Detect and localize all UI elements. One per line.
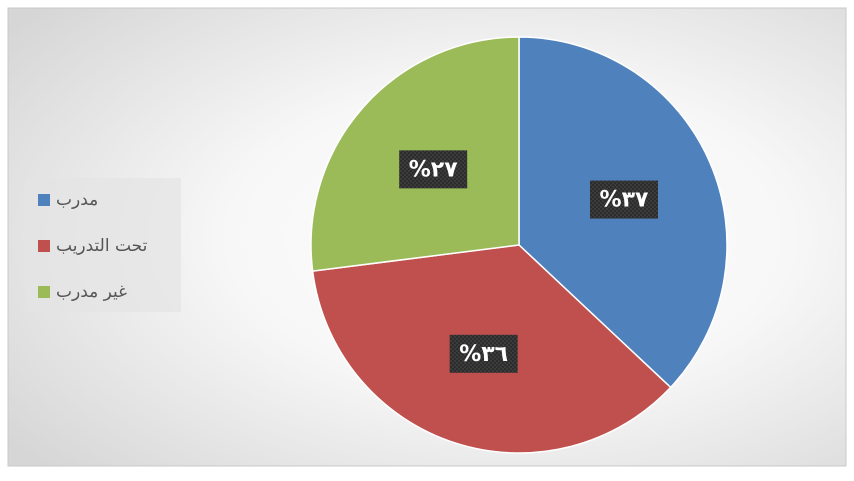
legend-box [25,178,181,312]
data-label-box [399,150,468,189]
legend-label: مدرب [56,190,98,210]
legend-swatch [38,194,50,206]
legend-label: تحت التدريب [56,236,148,256]
legend-label: غير مدرب [56,282,127,302]
legend-swatch [38,240,50,252]
legend-swatch [38,286,50,298]
data-label: %٢٧ [409,157,458,182]
data-label: %٣٦ [459,342,508,367]
data-label: %٣٧ [600,188,649,213]
data-label-box [449,334,518,373]
data-label-box [589,180,658,219]
